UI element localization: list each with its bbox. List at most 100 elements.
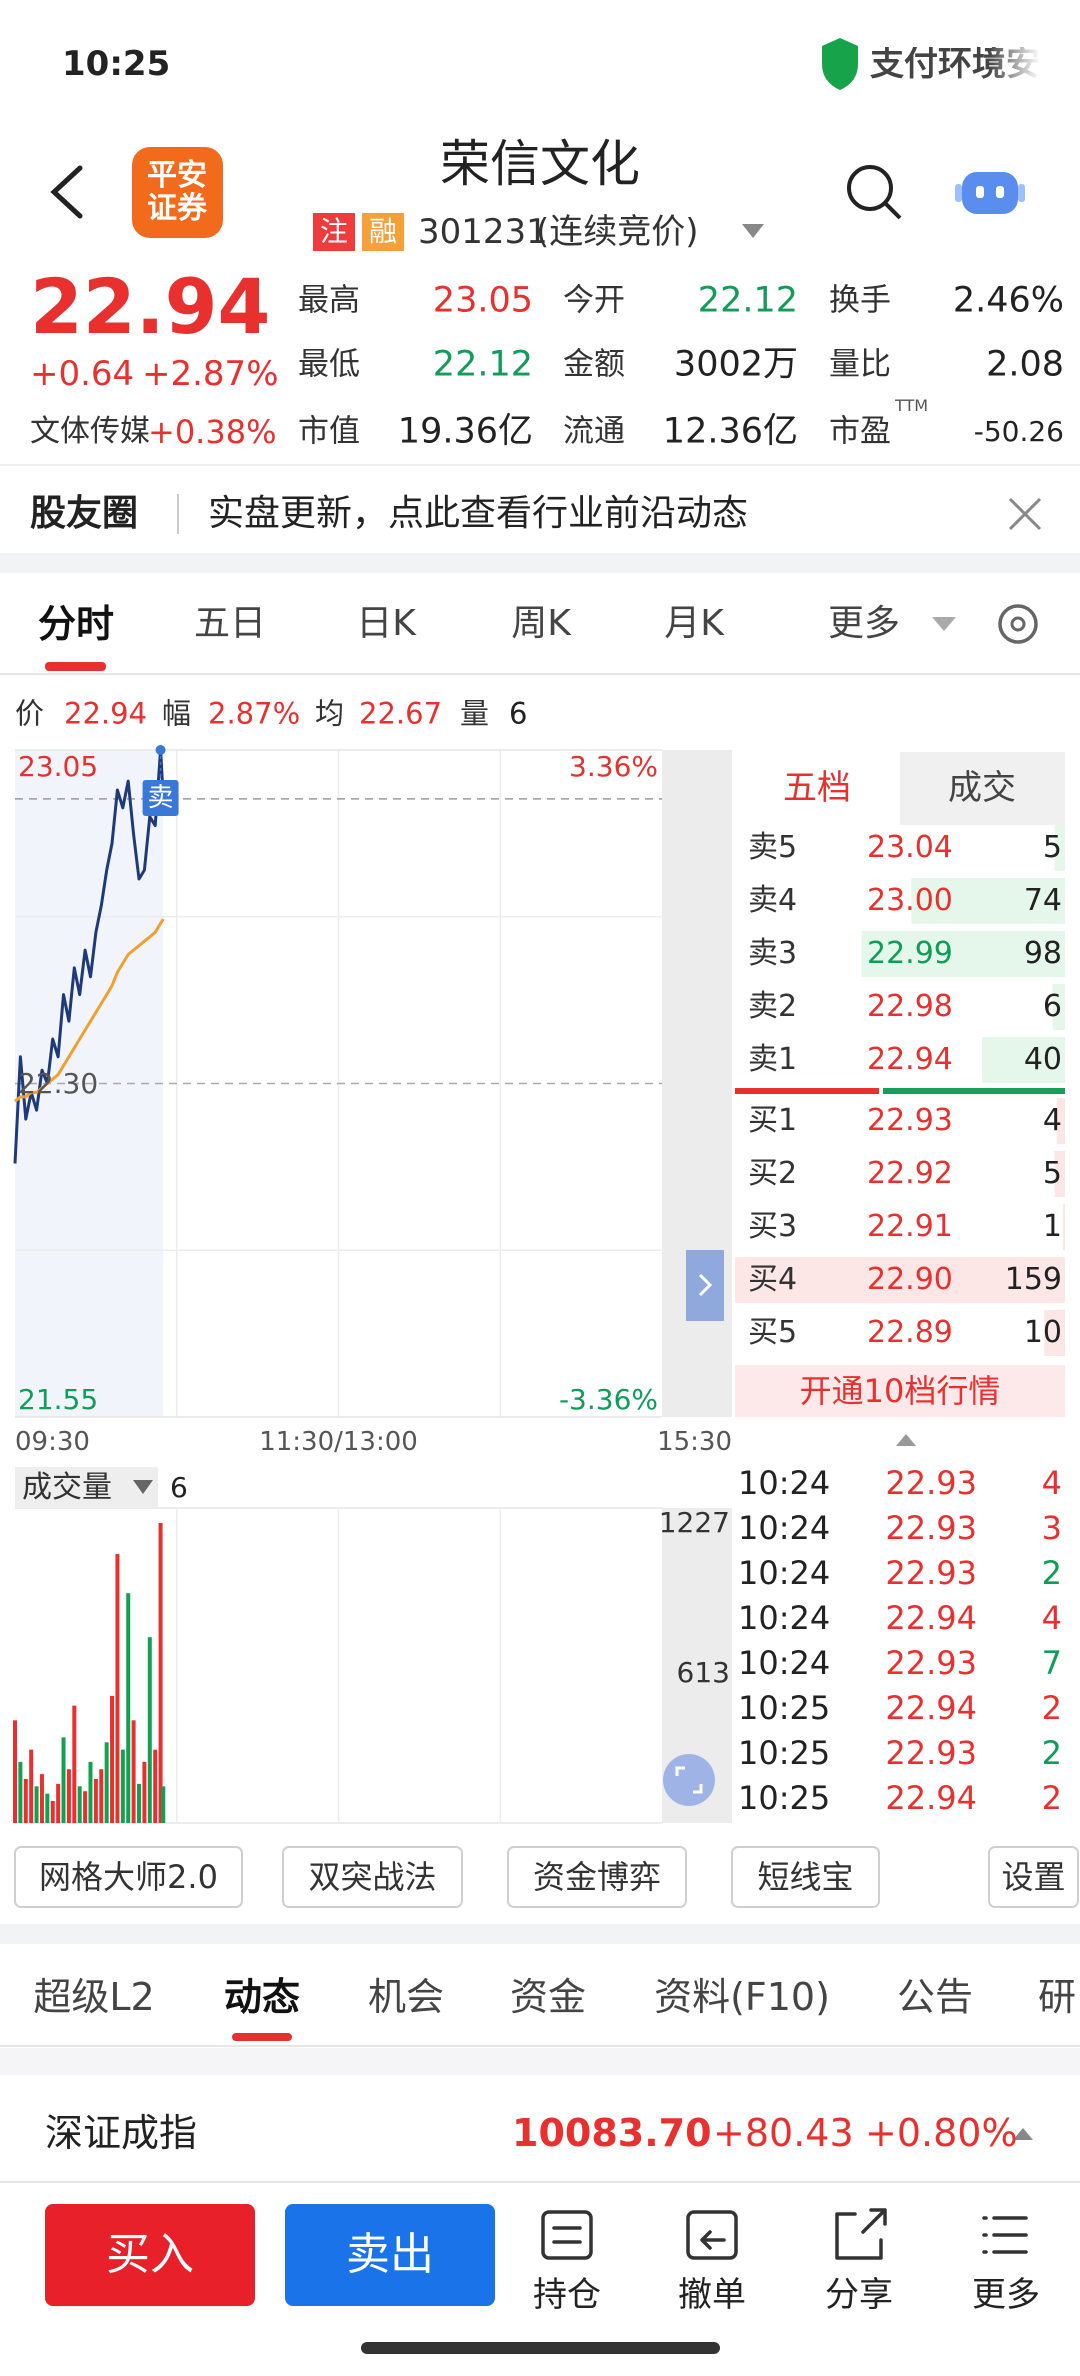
tool-button bbox=[14, 1846, 243, 1908]
buy-label[interactable]: 买入 bbox=[106, 2229, 194, 2280]
dropdown-icon bbox=[742, 224, 764, 238]
volume-bar bbox=[99, 1769, 104, 1823]
index-change-pct: +0.80% bbox=[865, 2111, 1018, 2155]
level-label: 卖1 bbox=[748, 1042, 798, 1077]
action-label[interactable]: 持仓 bbox=[533, 2275, 601, 2315]
tool-label[interactable]: 设置 bbox=[1001, 1858, 1066, 1896]
stat-label-sup: TTM bbox=[895, 396, 929, 415]
info-tab[interactable]: 机会 bbox=[367, 1975, 445, 2019]
trade-time: 10:24 bbox=[738, 1644, 831, 1682]
volume-bar bbox=[110, 1695, 115, 1823]
robot-ear bbox=[955, 184, 962, 202]
stat-label: 今开 bbox=[563, 282, 625, 319]
depth-bar bbox=[1062, 1204, 1065, 1250]
tool-button bbox=[282, 1846, 463, 1908]
info-value: 22.67 bbox=[359, 696, 443, 731]
volume-bar bbox=[142, 1761, 147, 1823]
volume-bar bbox=[161, 1786, 166, 1823]
info-tab[interactable]: 公告 bbox=[896, 1975, 974, 2019]
chart-tab[interactable]: 五日 bbox=[193, 603, 267, 644]
level-price: 22.99 bbox=[867, 936, 953, 971]
info-value: 22.94 bbox=[64, 696, 148, 731]
stat-value: 22.12 bbox=[432, 344, 533, 385]
sell-label[interactable]: 卖出 bbox=[346, 2229, 434, 2280]
chart-tab[interactable]: 日K bbox=[356, 603, 416, 644]
stat-value: 22.12 bbox=[697, 280, 798, 321]
upgrade-bg bbox=[735, 1365, 1065, 1417]
volume-bar bbox=[18, 1761, 23, 1823]
action-label[interactable]: 撤单 bbox=[678, 2275, 746, 2315]
sector-change: +0.38% bbox=[148, 413, 277, 451]
volume-bar bbox=[104, 1742, 109, 1823]
level-volume: 40 bbox=[1023, 1042, 1062, 1077]
stat-label: 最高 bbox=[298, 282, 360, 319]
volume-bar bbox=[29, 1749, 34, 1823]
robot-ear bbox=[1018, 184, 1025, 202]
volume-bar bbox=[88, 1761, 93, 1823]
info-tab[interactable]: 资金 bbox=[509, 1975, 587, 2019]
y-tick-label: 1227 bbox=[658, 1506, 730, 1539]
stat-label: 最低 bbox=[298, 346, 360, 383]
info-tab[interactable]: 超级L2 bbox=[33, 1975, 155, 2019]
depth-bar bbox=[861, 931, 1065, 977]
last-price: 22.94 bbox=[30, 262, 271, 351]
stat-value: 12.36亿 bbox=[662, 411, 798, 452]
order-tab[interactable]: 成交 bbox=[948, 768, 1016, 808]
banner-text[interactable]: 实盘更新，点此查看行业前沿动态 bbox=[208, 493, 749, 534]
expand-button bbox=[686, 1250, 724, 1321]
order-tab[interactable]: 五档 bbox=[783, 768, 851, 808]
banner-title[interactable]: 股友圈 bbox=[30, 493, 139, 534]
shield-icon bbox=[822, 38, 858, 90]
series-line bbox=[14, 918, 165, 1103]
volume-bar bbox=[50, 1800, 55, 1823]
section-gap bbox=[0, 1924, 1080, 1944]
volume-bar bbox=[13, 1720, 17, 1823]
volume-bar bbox=[137, 1783, 142, 1823]
volume-bar bbox=[120, 1749, 125, 1823]
chart-tab[interactable]: 月K bbox=[664, 603, 724, 644]
depth-bar bbox=[1054, 1151, 1065, 1197]
upgrade-link[interactable]: 开通10档行情 bbox=[799, 1372, 1001, 1410]
trade-price: 22.94 bbox=[885, 1689, 977, 1727]
chart-tab[interactable]: 周K bbox=[511, 603, 571, 644]
volume-title[interactable]: 成交量 bbox=[22, 1470, 112, 1505]
share-icon bbox=[835, 2208, 887, 2260]
tool-label[interactable]: 短线宝 bbox=[757, 1858, 854, 1896]
action-label[interactable]: 更多 bbox=[972, 2275, 1040, 2315]
order-tab-bg bbox=[900, 752, 1065, 825]
stat-value: 2.46% bbox=[952, 280, 1064, 321]
expand-icon bbox=[698, 1273, 713, 1297]
action-label[interactable]: 分享 bbox=[825, 2275, 893, 2315]
level-price: 22.98 bbox=[867, 989, 953, 1024]
tool-label[interactable]: 双突战法 bbox=[308, 1858, 437, 1896]
robot-eye bbox=[976, 186, 984, 198]
logo-text: 平安证券 bbox=[147, 158, 207, 226]
tool-label[interactable]: 网格大师2.0 bbox=[39, 1858, 218, 1896]
tool-label[interactable]: 资金博弈 bbox=[532, 1858, 662, 1896]
level-price: 22.92 bbox=[867, 1156, 953, 1191]
volume-bar bbox=[131, 1720, 136, 1823]
tab-underline bbox=[232, 2033, 292, 2041]
trade-price: 22.93 bbox=[885, 1734, 977, 1772]
info-label: 价 bbox=[15, 696, 45, 731]
settings-icon bbox=[1010, 616, 1026, 632]
level-price: 22.89 bbox=[867, 1315, 953, 1350]
home-indicator bbox=[361, 2342, 720, 2354]
chart-tab[interactable]: 更多 bbox=[827, 603, 901, 644]
index-name[interactable]: 深证成指 bbox=[45, 2111, 198, 2155]
level-volume: 159 bbox=[1004, 1262, 1062, 1297]
x-tick-label: 09:30 bbox=[15, 1427, 90, 1457]
cancel-icon bbox=[700, 2230, 726, 2250]
back-icon bbox=[50, 165, 83, 219]
depth-bar bbox=[1052, 984, 1065, 1030]
info-tab[interactable]: 资料(F10) bbox=[654, 1975, 830, 2019]
trade-price: 22.93 bbox=[885, 1464, 977, 1502]
info-label: 量 bbox=[460, 696, 490, 731]
stock-code: 301231 bbox=[418, 212, 548, 252]
info-tab[interactable]: 动态 bbox=[223, 1975, 301, 2019]
trade-time: 10:24 bbox=[738, 1509, 831, 1547]
info-tab[interactable]: 研 bbox=[1038, 1975, 1077, 2019]
chart-tab[interactable]: 分时 bbox=[37, 602, 115, 646]
stat-value: 23.05 bbox=[432, 280, 533, 321]
